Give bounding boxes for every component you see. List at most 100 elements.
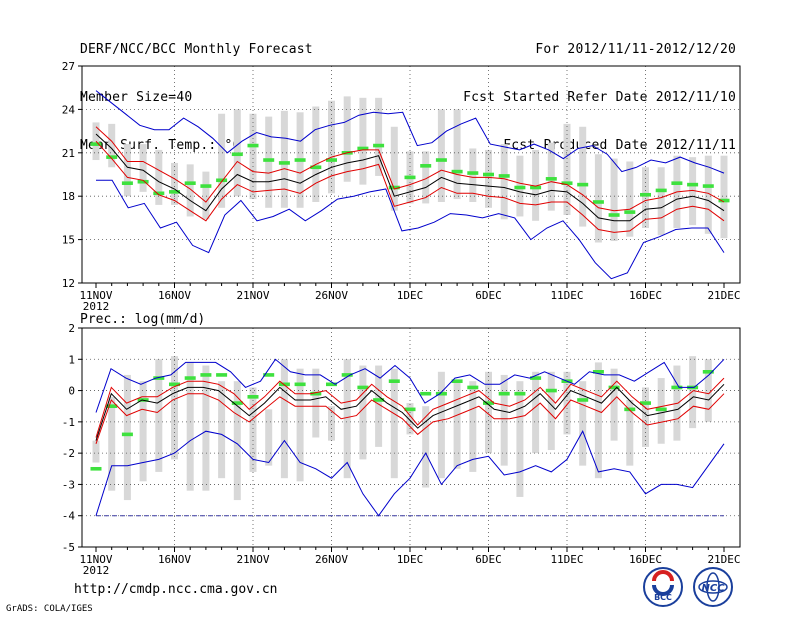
spread-box	[123, 374, 131, 501]
observed-mark	[545, 177, 557, 181]
y-tick-label: 0	[68, 385, 75, 398]
observed-mark	[483, 172, 494, 177]
observed-mark	[608, 213, 620, 217]
fcst-produced-line: Fcst Produced Date 2012/11/11	[503, 138, 736, 153]
observed-mark	[169, 190, 180, 194]
spread-box	[563, 123, 571, 216]
spread-box	[532, 371, 540, 454]
observed-mark	[514, 391, 526, 396]
spread-box	[265, 409, 273, 466]
spread-box	[233, 381, 241, 501]
observed-mark	[137, 179, 149, 184]
spread-box	[280, 110, 288, 208]
observed-mark	[153, 376, 165, 380]
observed-mark	[247, 395, 259, 399]
x-tick-label: 6DEC	[475, 553, 502, 566]
observed-mark	[231, 401, 243, 405]
observed-mark	[404, 175, 416, 180]
spread-box	[390, 368, 398, 479]
spread-box	[626, 161, 634, 237]
spread-box	[171, 356, 178, 460]
observed-mark	[121, 432, 133, 437]
observed-mark	[90, 466, 102, 471]
observed-mark	[640, 192, 651, 197]
spread-box	[249, 113, 257, 200]
observed-mark	[530, 185, 542, 190]
observed-mark	[592, 370, 604, 374]
spread-box	[280, 359, 288, 479]
observed-mark	[357, 385, 369, 390]
observed-mark	[530, 376, 542, 380]
observed-mark	[498, 391, 510, 396]
spread-box	[359, 365, 367, 460]
observed-mark	[278, 161, 290, 165]
ncc-logo-text: NCC	[701, 583, 725, 594]
observed-mark	[467, 385, 479, 390]
spread-box	[532, 149, 540, 221]
temperature-panel: 12 15 18 21 24 27 11NOV 16NOV 21NOV 26NOV 1DEC 6DEC…	[62, 60, 741, 313]
spread-box	[406, 403, 414, 435]
spread-box	[422, 406, 430, 488]
observed-mark	[514, 185, 526, 190]
spread-box	[453, 381, 461, 469]
precip-title-text: Prec.: log(mm/d)	[80, 312, 205, 327]
spread-box	[265, 116, 273, 208]
observed-mark	[373, 143, 385, 148]
spread-box	[610, 158, 618, 242]
spread-box	[328, 100, 335, 194]
observed-mark	[326, 158, 337, 162]
grads-credit: GrADS: COLA/IGES	[6, 604, 93, 614]
x-year-label: 2012	[83, 300, 110, 313]
x-tick-label: 1DEC	[397, 289, 424, 302]
x-tick-label: 1DEC	[397, 553, 424, 566]
spread-box	[720, 155, 728, 239]
ensemble-mean-line	[95, 383, 725, 441]
spread-box	[642, 387, 649, 447]
source-url[interactable]: http://cmdp.ncc.cma.gov.cn	[74, 582, 278, 597]
observed-mark	[420, 164, 432, 168]
y-tick-label: -5	[62, 541, 75, 554]
spread-box	[202, 171, 210, 220]
observed-mark	[451, 379, 463, 383]
observed-mark	[467, 171, 479, 175]
spread-box	[328, 406, 335, 441]
observed-mark	[310, 165, 322, 170]
observed-mark	[671, 385, 683, 390]
spread-box	[296, 368, 304, 482]
spread-box	[437, 109, 445, 202]
observed-mark	[577, 182, 589, 187]
bcc-logo: BCC	[643, 567, 683, 607]
observed-mark	[263, 158, 275, 162]
observed-mark	[247, 143, 259, 148]
x-tick-label: 16NOV	[158, 289, 191, 302]
spread-box	[689, 157, 697, 226]
observed-mark	[121, 181, 133, 185]
spread-box	[359, 97, 367, 185]
minimum-line	[95, 430, 725, 517]
observed-mark	[106, 155, 118, 159]
plot-frame	[81, 65, 741, 284]
observed-mark	[231, 152, 243, 157]
observed-mark	[388, 185, 400, 190]
observed-mark	[326, 382, 337, 387]
observed-mark	[483, 401, 494, 405]
observed-mark	[420, 391, 432, 396]
observed-mark	[624, 407, 636, 412]
spread-box	[155, 359, 163, 472]
spread-box	[186, 164, 194, 217]
spread-box	[312, 106, 320, 202]
fcst-start-line: Fcst Started Refer Date 2012/11/10	[463, 90, 736, 105]
observed-mark	[310, 391, 322, 396]
observed-mark	[687, 182, 699, 187]
spread-box	[343, 359, 351, 479]
spread-box	[108, 123, 116, 168]
y-tick-label: 27	[62, 60, 75, 73]
observed-mark	[357, 146, 369, 151]
observed-mark	[435, 391, 447, 396]
y-tick-label: 18	[62, 190, 75, 203]
spread-box	[500, 374, 508, 466]
precip-panel-title: Prec.: log(mm/d)	[80, 312, 205, 327]
maximum-line	[95, 358, 725, 413]
spread-box	[343, 96, 351, 182]
observed-mark	[624, 210, 636, 214]
